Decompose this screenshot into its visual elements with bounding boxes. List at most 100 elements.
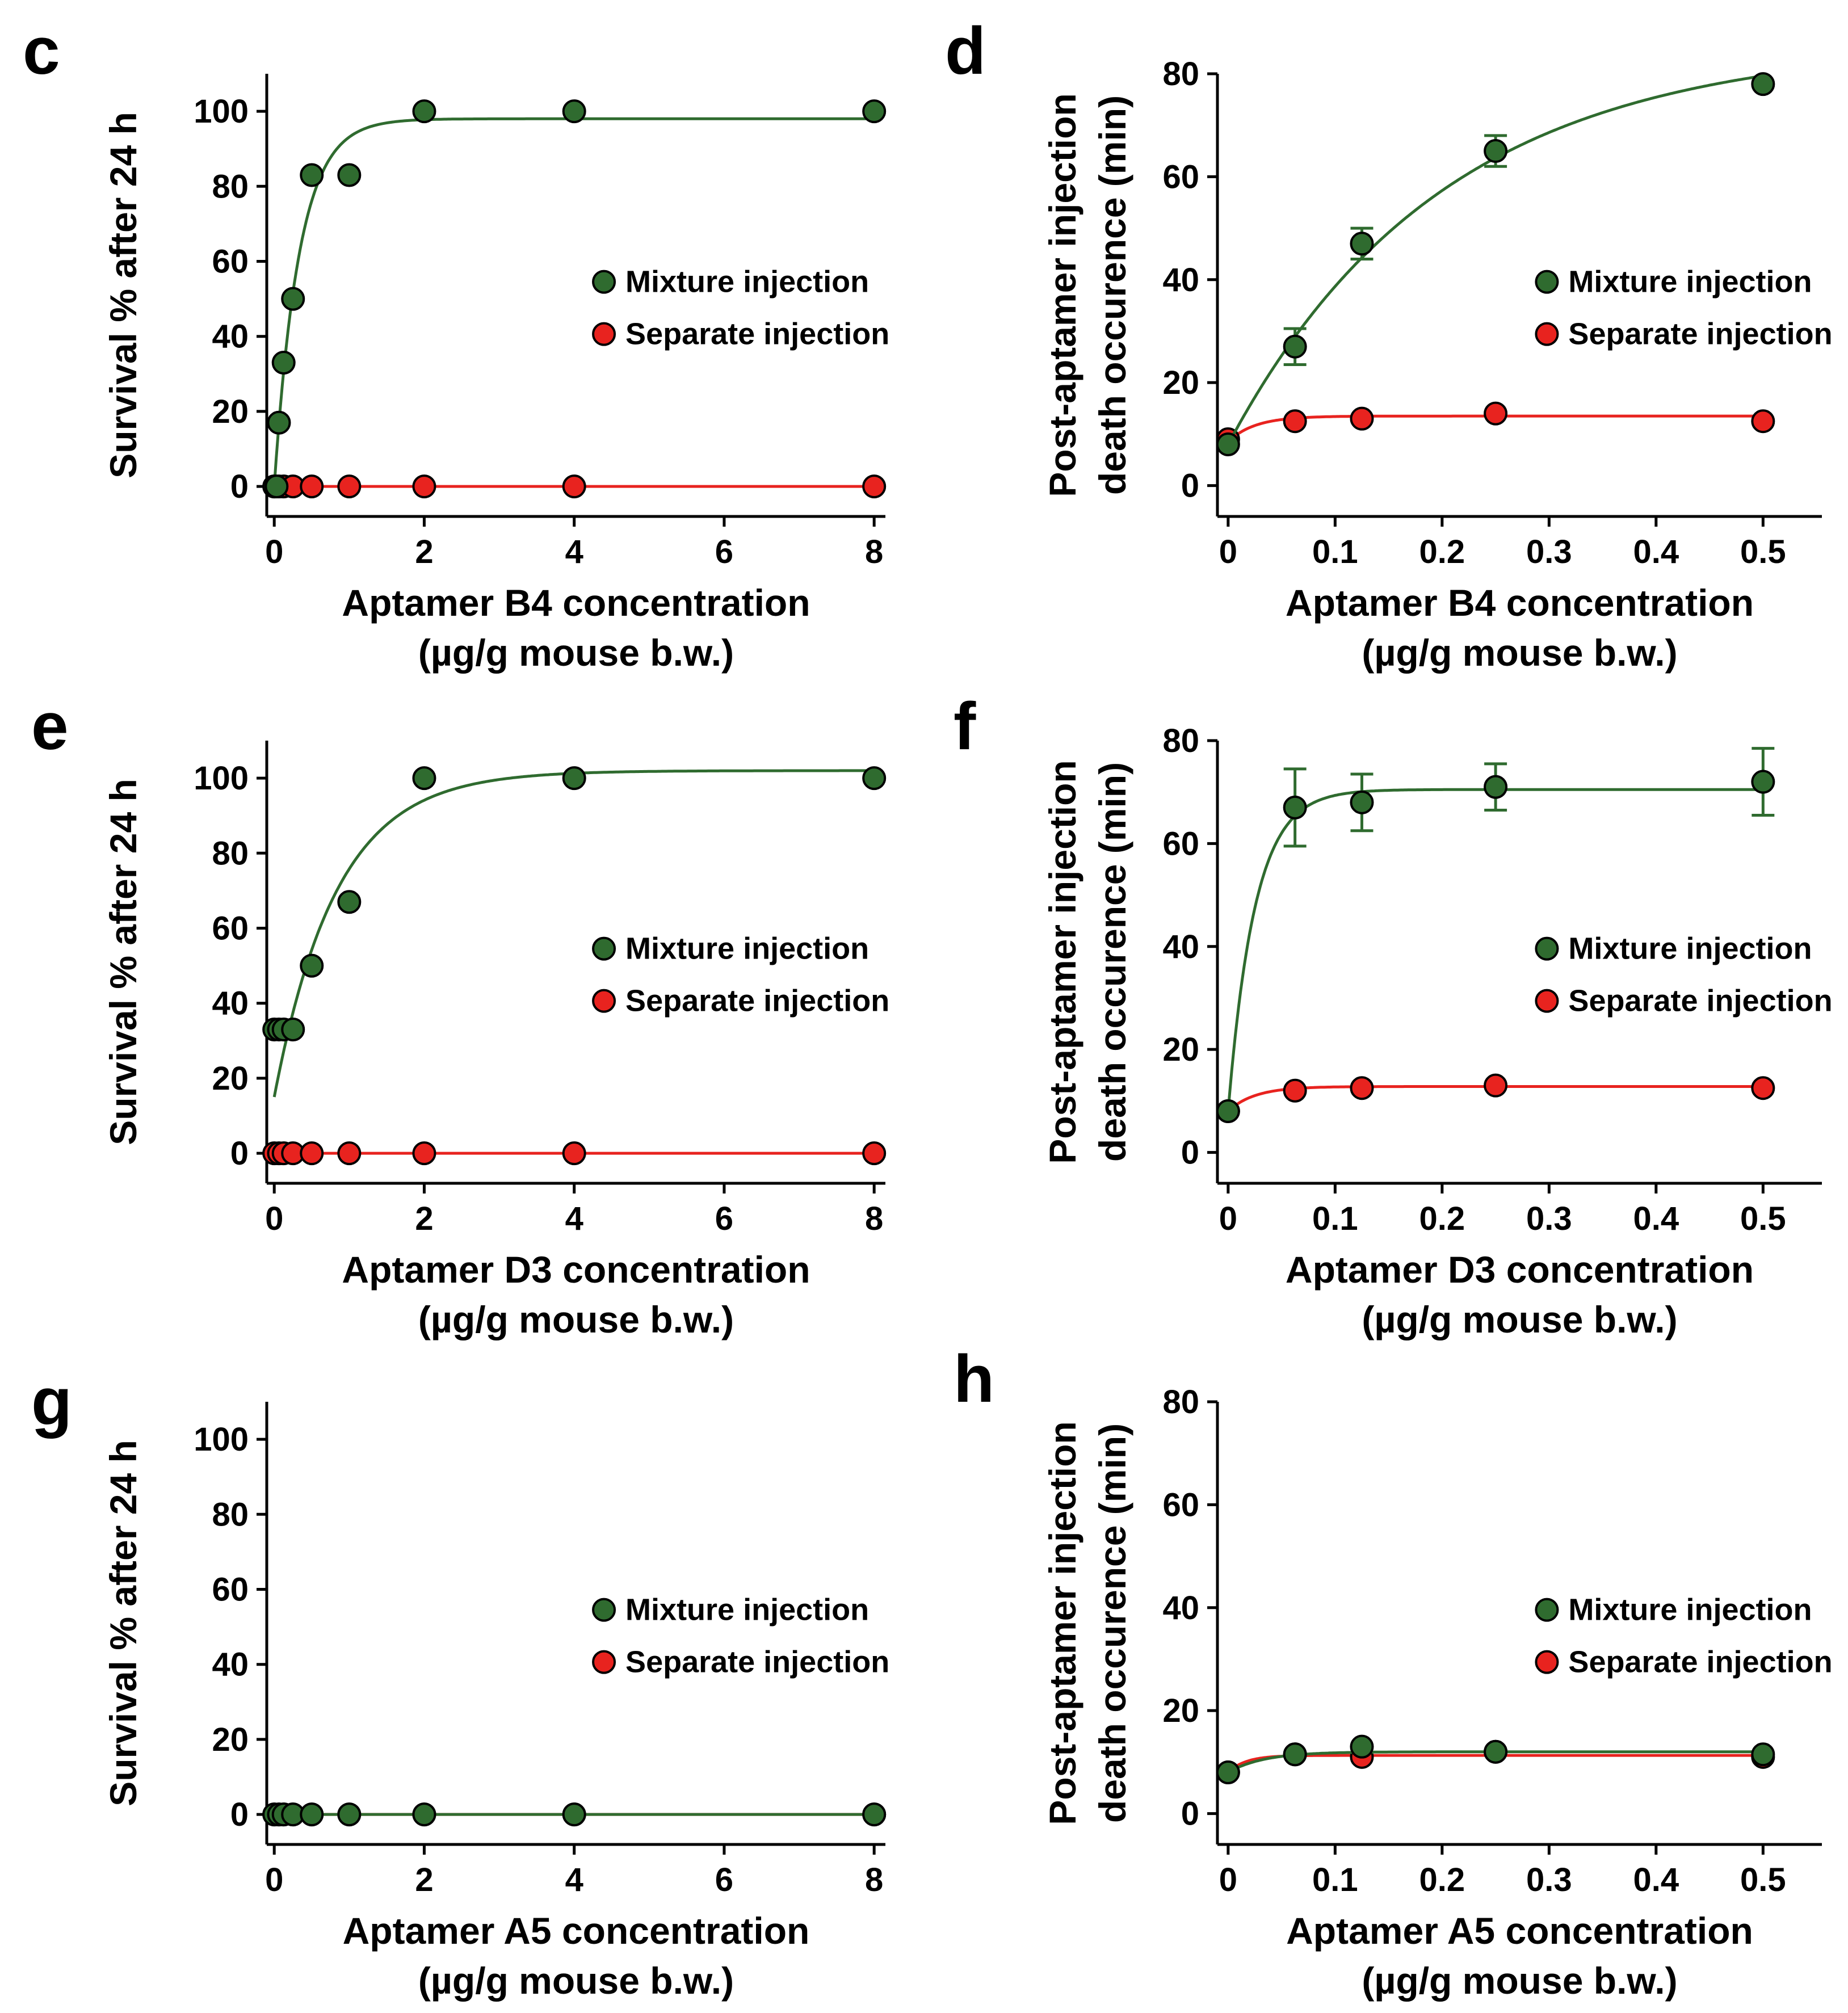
mixture-fit-curve <box>272 117 875 487</box>
chart-panel-d: d 0 20 40 60 80 0 0.1 0.2 0.3 0.4 0.5 Aptamer B4 con… <box>945 14 1833 674</box>
x-tick-label: 4 <box>565 533 583 570</box>
mixture-data-point <box>1350 232 1374 256</box>
x-axis-title: (µg/g mouse b.w.) <box>418 1960 734 2002</box>
separate-data-point <box>300 474 324 499</box>
x-tick-label: 0.2 <box>1419 533 1465 570</box>
y-axis-title: Survival % after 24 h <box>102 1440 144 1806</box>
panel-letter: g <box>31 1364 72 1439</box>
mixture-data-point <box>412 99 436 124</box>
legend-label: Mixture injection <box>1568 265 1812 299</box>
y-tick-label: 40 <box>1162 1590 1199 1627</box>
x-tick-label: 0.1 <box>1312 1200 1358 1237</box>
x-tick-label: 0.1 <box>1312 533 1358 570</box>
x-tick-label: 0.5 <box>1740 1861 1786 1898</box>
x-axis-title: Aptamer D3 concentration <box>1286 1249 1754 1291</box>
x-tick-label: 0.4 <box>1633 1200 1679 1237</box>
y-axis-title: Survival % after 24 h <box>102 112 144 478</box>
y-tick-label: 20 <box>212 393 249 430</box>
y-tick-label: 60 <box>1162 825 1199 862</box>
chart-panel-h: h 0 20 40 60 80 0 0.1 0.2 0.3 0.4 0.5 Aptamer A5 con… <box>954 1342 1833 2002</box>
separate-data-point <box>1283 409 1307 434</box>
y-tick-label: 80 <box>212 168 249 205</box>
x-tick-label: 0 <box>1219 1200 1237 1237</box>
legend-label: Separate injection <box>625 1645 889 1679</box>
mixture-data-point <box>1216 1760 1240 1785</box>
mixture-data-point <box>1484 775 1508 799</box>
separate-data-point <box>1751 409 1775 434</box>
x-axis-title: (µg/g mouse b.w.) <box>1362 632 1677 674</box>
mixture-data-point <box>300 1802 324 1827</box>
separate-data-point <box>862 474 887 499</box>
y-tick-label: 60 <box>1162 158 1199 195</box>
separate-data-point <box>337 474 362 499</box>
x-tick-label: 0 <box>1219 533 1237 570</box>
separate-data-point <box>862 1141 887 1166</box>
legend-label: Separate injection <box>625 984 889 1018</box>
legend-label: Mixture injection <box>625 1593 869 1627</box>
y-tick-label: 20 <box>212 1721 249 1758</box>
mixture-data-point <box>862 1802 887 1827</box>
legend-marker <box>1535 1650 1559 1674</box>
separate-data-point <box>412 474 436 499</box>
x-tick-label: 6 <box>715 1200 733 1237</box>
x-tick-label: 0.4 <box>1633 533 1679 570</box>
legend-label: Mixture injection <box>1568 932 1812 966</box>
panel-letter: c <box>23 14 60 89</box>
y-tick-label: 100 <box>194 1421 249 1458</box>
mixture-data-point <box>337 890 362 914</box>
x-axis-title: (µg/g mouse b.w.) <box>418 632 734 674</box>
x-tick-label: 0 <box>265 1861 283 1898</box>
y-tick-label: 40 <box>1162 928 1199 965</box>
mixture-data-point <box>562 1802 586 1827</box>
mixture-data-point <box>1350 1734 1374 1759</box>
y-tick-label: 80 <box>212 1496 249 1533</box>
mixture-data-point <box>1283 334 1307 359</box>
panel-letter: f <box>954 689 976 764</box>
panel-letter: h <box>954 1342 994 1417</box>
panel-letter: e <box>31 689 69 764</box>
mixture-data-point <box>300 163 324 187</box>
y-tick-label: 40 <box>212 985 249 1022</box>
mixture-data-point <box>562 766 586 791</box>
y-tick-label: 20 <box>1162 1031 1199 1068</box>
legend-marker <box>592 322 616 346</box>
separate-data-point <box>337 1141 362 1166</box>
mixture-data-point <box>1751 1742 1775 1767</box>
separate-data-point <box>1350 1076 1374 1100</box>
y-tick-label: 60 <box>212 243 249 280</box>
separate-data-point <box>412 1141 436 1166</box>
y-tick-label: 20 <box>1162 364 1199 401</box>
legend-label: Mixture injection <box>1568 1593 1812 1627</box>
x-tick-label: 0.2 <box>1419 1861 1465 1898</box>
y-tick-label: 0 <box>230 1135 249 1172</box>
mixture-fit-curve <box>1227 74 1763 446</box>
x-tick-label: 0.4 <box>1633 1861 1679 1898</box>
separate-data-point <box>1350 406 1374 431</box>
legend-label: Mixture injection <box>625 932 869 966</box>
y-tick-label: 60 <box>212 910 249 947</box>
y-tick-label: 80 <box>1162 1384 1199 1421</box>
x-tick-label: 0.3 <box>1526 533 1572 570</box>
mixture-data-point <box>300 953 324 978</box>
y-axis-title: death occurence (min) <box>1091 762 1133 1162</box>
chart-panel-g: g 0 20 40 60 80 100 0 2 4 6 8 Aptamer A5 concentrati… <box>31 1364 889 2002</box>
x-tick-label: 0.2 <box>1419 1200 1465 1237</box>
x-tick-label: 4 <box>565 1200 583 1237</box>
y-axis-title: Survival % after 24 h <box>102 779 144 1145</box>
y-axis-title: death occurence (min) <box>1091 1423 1133 1823</box>
chart-panel-e: e 0 20 40 60 80 100 0 2 4 6 8 Aptamer D3 concentrati… <box>31 689 889 1340</box>
y-tick-label: 40 <box>212 1646 249 1683</box>
legend-marker <box>1535 322 1559 346</box>
y-tick-label: 60 <box>1162 1486 1199 1523</box>
panel-letter: d <box>945 14 986 89</box>
legend-label: Separate injection <box>625 317 889 351</box>
mixture-data-point <box>1484 139 1508 163</box>
mixture-data-point <box>1283 1742 1307 1767</box>
y-tick-label: 0 <box>1181 1796 1199 1833</box>
y-tick-label: 100 <box>194 760 249 797</box>
legend-label: Separate injection <box>1568 317 1832 351</box>
x-axis-title: (µg/g mouse b.w.) <box>418 1298 734 1340</box>
x-axis-title: Aptamer A5 concentration <box>343 1910 810 1952</box>
x-tick-label: 2 <box>415 533 433 570</box>
mixture-data-point <box>1484 1739 1508 1764</box>
